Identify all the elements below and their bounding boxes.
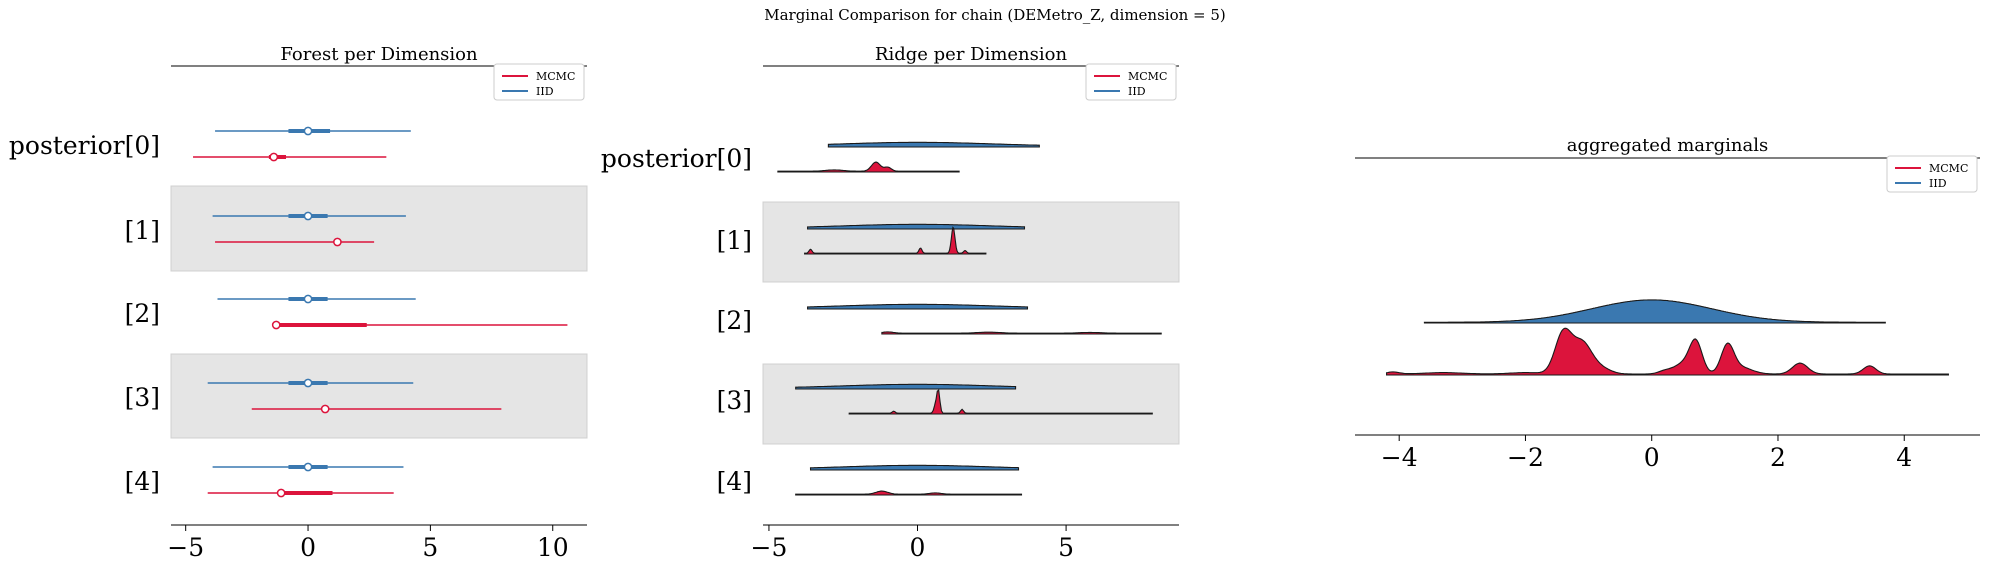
- forest-point-mcmc: [276, 488, 286, 498]
- ridge-density-mcmc: [795, 490, 1023, 496]
- x-tick-label: 0: [300, 533, 316, 562]
- forest-point-mcmc: [271, 320, 281, 330]
- forest-point-iid: [303, 462, 313, 472]
- x-tick-label: −5: [167, 533, 204, 562]
- row-label: [2]: [717, 306, 752, 335]
- ridge-density-iid: [795, 383, 1017, 390]
- x-tick-label: 5: [1058, 533, 1074, 562]
- row-label: [3]: [125, 383, 160, 412]
- aggregated-density-mcmc: [1386, 327, 1949, 376]
- row-band: [170, 353, 588, 439]
- legend-label-mcmc: MCMC: [1929, 162, 1968, 175]
- row-label: [2]: [125, 299, 160, 328]
- row-band: [762, 201, 1180, 283]
- forest-point-iid: [303, 126, 313, 136]
- legend: MCMC IID: [1085, 63, 1177, 101]
- x-tick-label: 10: [537, 533, 569, 562]
- row-label: [1]: [125, 216, 160, 245]
- row-label: [4]: [717, 467, 752, 496]
- figure-suptitle: Marginal Comparison for chain (DEMetro_Z…: [764, 6, 1226, 24]
- legend-label-mcmc: MCMC: [536, 70, 575, 83]
- ridge-density-mcmc: [804, 226, 987, 255]
- forest-point-mcmc: [320, 404, 330, 414]
- ridge-density-mcmc: [881, 331, 1162, 335]
- ridge-density-iid: [827, 141, 1040, 148]
- legend-label-mcmc: MCMC: [1128, 70, 1167, 83]
- legend-label-iid: IID: [1128, 85, 1146, 98]
- x-tick-label: −5: [751, 533, 788, 562]
- ridge-density-iid: [809, 464, 1020, 471]
- row-label: posterior[0]: [9, 131, 160, 160]
- x-tick-label: 2: [1770, 443, 1786, 472]
- panel-title: aggregated marginals: [1567, 135, 1768, 156]
- row-label: posterior[0]: [601, 144, 752, 173]
- forest-point-iid: [303, 378, 313, 388]
- row-label: [4]: [125, 467, 160, 496]
- x-tick-label: 5: [422, 533, 438, 562]
- legend-label-iid: IID: [536, 85, 554, 98]
- legend: MCMC IID: [493, 63, 585, 101]
- x-tick-label: −4: [1381, 443, 1418, 472]
- x-tick-label: 4: [1896, 443, 1912, 472]
- legend: MCMC IID: [1886, 155, 1978, 193]
- aggregated-density-iid: [1423, 299, 1886, 324]
- x-tick-label: −2: [1507, 443, 1544, 472]
- panel-title: Ridge per Dimension: [875, 44, 1068, 65]
- forest-point-iid: [303, 294, 313, 304]
- panel-title: Forest per Dimension: [280, 44, 478, 65]
- row-label: [1]: [717, 226, 752, 255]
- ridge-density-iid: [807, 303, 1029, 310]
- legend-label-iid: IID: [1929, 177, 1947, 190]
- x-tick-label: 0: [1644, 443, 1660, 472]
- row-label: [3]: [717, 386, 752, 415]
- row-band: [762, 363, 1180, 445]
- forest-point-mcmc: [333, 237, 342, 247]
- ridge-density-iid: [807, 223, 1026, 230]
- forest-point-iid: [303, 211, 313, 221]
- row-band: [170, 185, 588, 272]
- ridge-density-mcmc: [777, 161, 960, 173]
- forest-point-mcmc: [269, 152, 279, 162]
- x-tick-label: 0: [910, 533, 926, 562]
- ridge-density-mcmc: [848, 389, 1153, 415]
